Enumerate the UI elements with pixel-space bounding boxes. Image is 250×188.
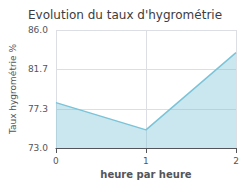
svg-text:0: 0 <box>53 156 59 166</box>
svg-text:81.7: 81.7 <box>28 64 48 74</box>
svg-text:77.3: 77.3 <box>28 104 48 114</box>
svg-text:86.0: 86.0 <box>28 25 48 35</box>
svg-text:1: 1 <box>143 156 149 166</box>
svg-text:2: 2 <box>233 156 239 166</box>
svg-text:heure par heure: heure par heure <box>100 169 191 180</box>
svg-text:Taux hygrométrie %: Taux hygrométrie % <box>8 43 18 135</box>
svg-text:73.0: 73.0 <box>28 143 48 153</box>
svg-text:Evolution du taux d'hygrométri: Evolution du taux d'hygrométrie <box>28 8 222 22</box>
